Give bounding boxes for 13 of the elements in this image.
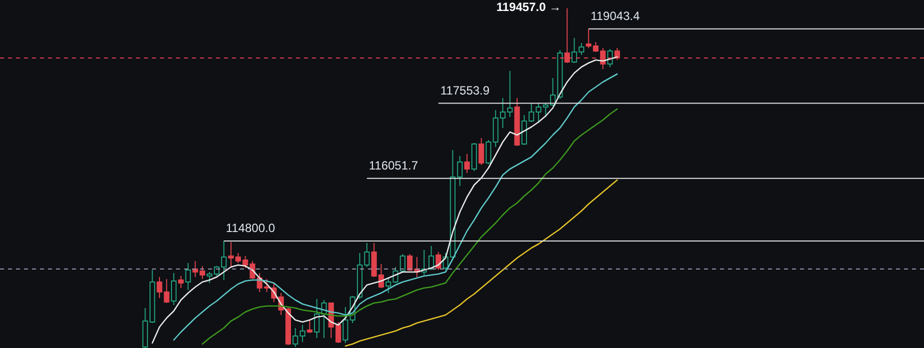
candlestick (486, 140, 492, 164)
candlestick (342, 306, 348, 344)
candlestick (178, 276, 184, 288)
candlestick (478, 138, 484, 166)
ref-line-label: 114800.0 (226, 221, 276, 235)
candlestick (185, 262, 191, 290)
candlestick (464, 154, 470, 174)
ref-line-label: 116051.7 (368, 158, 418, 172)
candlestick (171, 272, 177, 306)
annotation: 119457.0 → (496, 0, 562, 14)
candlestick (306, 320, 312, 334)
ref-line-label: 117553.9 (440, 83, 490, 98)
ref-line-label: 119043.4 (590, 8, 640, 23)
